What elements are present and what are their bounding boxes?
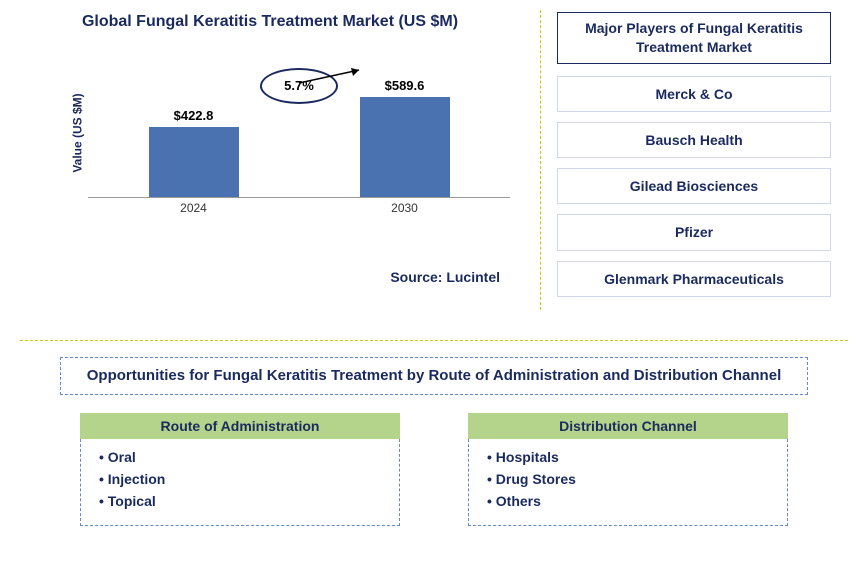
list-item: Others [487,493,773,509]
player-box: Pfizer [557,214,831,250]
bars-container: $422.8 2024 5.7% $589.6 2030 [88,58,510,198]
cagr-oval: 5.7% [260,68,338,104]
player-box: Merck & Co [557,76,831,112]
chart-ylabel: Value (US $M) [71,93,85,172]
bar-value-2030: $589.6 [385,78,425,93]
players-title: Major Players of Fungal Keratitis Treatm… [557,12,831,64]
source-label: Source: Lucintel [390,269,500,285]
list-item: Injection [99,471,385,487]
opp-col-route: Route of Administration Oral Injection T… [80,413,400,526]
opportunities-title: Opportunities for Fungal Keratitis Treat… [60,357,808,395]
list-item: Drug Stores [487,471,773,487]
opp-header-route: Route of Administration [80,413,400,439]
bar-xlabel-2024: 2024 [180,201,207,215]
opportunities-columns: Route of Administration Oral Injection T… [60,413,808,526]
player-box: Glenmark Pharmaceuticals [557,261,831,297]
players-section: Major Players of Fungal Keratitis Treatm… [541,0,847,340]
top-section: Global Fungal Keratitis Treatment Market… [0,0,868,340]
opportunities-section: Opportunities for Fungal Keratitis Treat… [0,341,868,536]
cagr-label: 5.7% [284,78,314,93]
chart-area: Value (US $M) $422.8 2024 5.7% $589.6 [58,48,520,218]
list-item: Topical [99,493,385,509]
bar-xlabel-2030: 2030 [391,201,418,215]
chart-section: Global Fungal Keratitis Treatment Market… [0,0,540,340]
bar-group-2024: $422.8 2024 [134,108,254,197]
list-item: Hospitals [487,449,773,465]
bar-group-2030: $589.6 2030 [345,78,465,197]
chart-title: Global Fungal Keratitis Treatment Market… [20,12,520,33]
player-box: Bausch Health [557,122,831,158]
opp-list-route: Oral Injection Topical [80,439,400,526]
list-item: Oral [99,449,385,465]
opp-list-distribution: Hospitals Drug Stores Others [468,439,788,526]
opp-header-distribution: Distribution Channel [468,413,788,439]
bar-2024 [149,127,239,197]
player-box: Gilead Biosciences [557,168,831,204]
opp-col-distribution: Distribution Channel Hospitals Drug Stor… [468,413,788,526]
bar-value-2024: $422.8 [174,108,214,123]
bar-2030 [360,97,450,197]
